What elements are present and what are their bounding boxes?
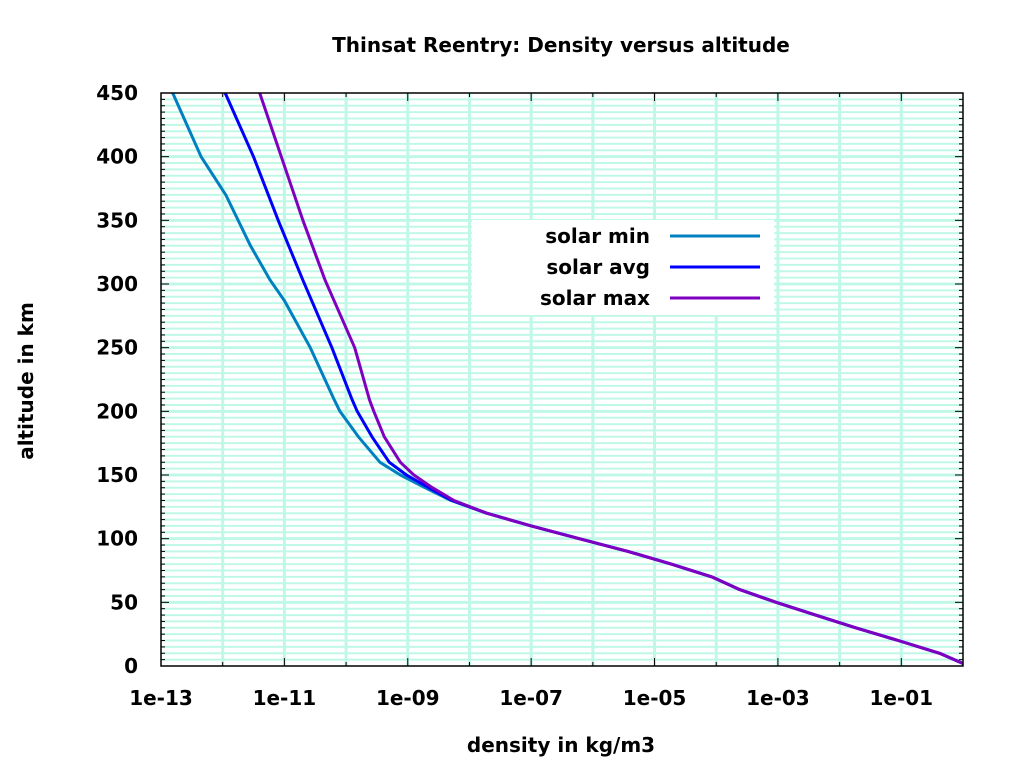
y-tick-label: 400 [96,145,138,169]
y-tick-label: 450 [96,81,138,105]
legend: solar min solar avg solar max [472,220,774,315]
x-tick-label: 1e-07 [499,686,563,710]
legend-label: solar avg [546,255,650,279]
legend-label: solar max [540,286,650,310]
x-tick-label: 1e-01 [869,686,933,710]
x-tick-label: 1e-03 [746,686,810,710]
y-tick-label: 150 [96,463,138,487]
y-tick-label: 300 [96,272,138,296]
series-layer [171,93,963,666]
y-tick-label: 0 [124,654,138,678]
x-axis-label: density in kg/m3 [467,733,655,757]
chart-title: Thinsat Reentry: Density versus altitude [332,33,790,57]
plot-frame [160,92,964,667]
y-tick-labels: 0 50 100 150 200 250 300 350 400 450 [96,81,138,678]
x-tick-labels: 1e-13 1e-11 1e-09 1e-07 1e-05 1e-03 1e-01 [129,686,933,710]
y-tick-label: 250 [96,336,138,360]
x-tick-label: 1e-05 [623,686,687,710]
series-line-solar-max [258,93,963,666]
x-tick-label: 1e-13 [129,686,193,710]
legend-label: solar min [545,224,650,248]
y-tick-label: 100 [96,527,138,551]
y-tick-label: 350 [96,208,138,232]
grid [161,93,963,666]
y-tick-label: 50 [110,590,138,614]
x-tick-label: 1e-09 [376,686,440,710]
x-tick-label: 1e-11 [253,686,317,710]
y-tick-label: 200 [96,399,138,423]
y-axis-label: altitude in km [14,302,38,460]
